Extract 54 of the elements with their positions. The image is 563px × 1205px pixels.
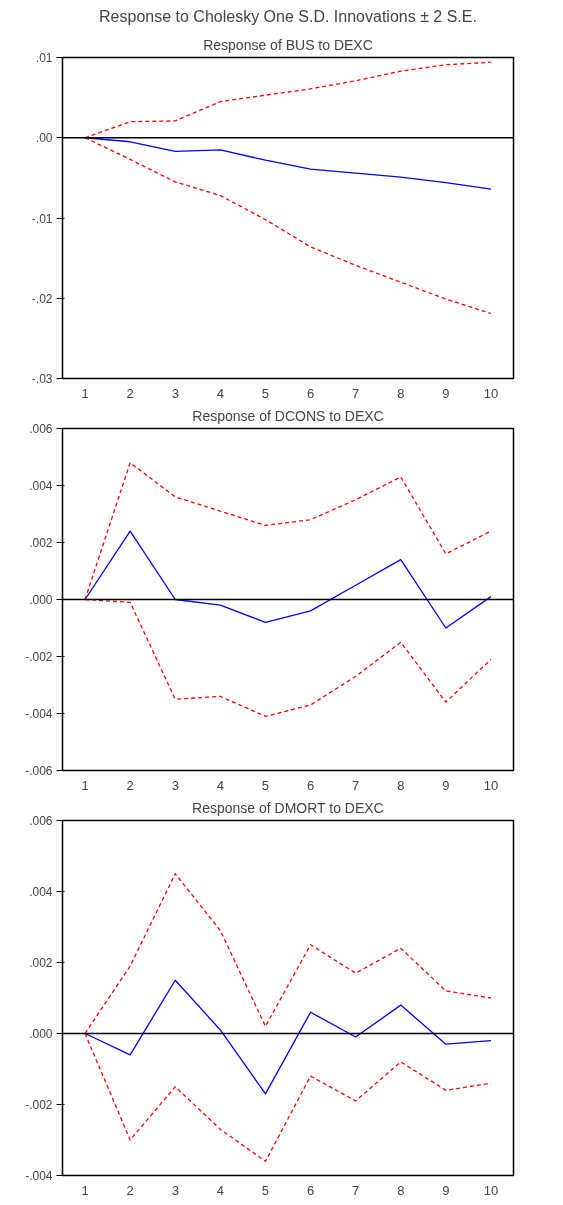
x-tick-label: 3	[171, 777, 179, 793]
x-tick-label: 7	[352, 777, 360, 793]
y-tick-label: -.002	[25, 1098, 53, 1112]
x-tick-label: 5	[261, 385, 270, 401]
y-tick-label: -.002	[25, 650, 53, 664]
x-tick-label: 1	[81, 1182, 89, 1198]
chart-title: Response of DCONS to DEXC	[192, 407, 384, 424]
y-tick-label: .002	[29, 956, 53, 970]
x-tick-label: 5	[261, 777, 270, 793]
y-tick-label: .006	[29, 422, 53, 436]
chart-title: Response of BUS to DEXC	[203, 36, 373, 53]
y-tick-label: .006	[29, 814, 53, 828]
y-tick-label: .000	[29, 593, 53, 607]
y-tick-label: -.01	[31, 211, 53, 226]
x-tick-label: 8	[397, 777, 405, 793]
y-tick-label: -.004	[25, 1169, 53, 1183]
y-tick-label: .000	[29, 1027, 53, 1041]
x-tick-label: 5	[261, 1182, 270, 1198]
x-tick-label: 6	[306, 1182, 315, 1198]
y-tick-label: .004	[29, 479, 53, 493]
x-tick-label: 8	[397, 1182, 405, 1198]
y-tick-label: .004	[29, 885, 53, 899]
line-series	[84, 979, 492, 1095]
x-tick-label: 3	[171, 385, 179, 401]
x-tick-label: 10	[483, 777, 499, 793]
x-tick-label: 8	[397, 385, 405, 401]
x-tick-label: 9	[442, 1182, 450, 1198]
x-tick-label: 9	[442, 385, 450, 401]
chart-title: Response of DMORT to DEXC	[192, 799, 384, 816]
y-tick-label: -.02	[31, 291, 53, 306]
x-tick-label: 4	[216, 385, 224, 401]
x-tick-label: 1	[81, 385, 89, 401]
y-tick-label: .01	[35, 51, 53, 65]
y-tick-label: -.006	[25, 764, 53, 778]
x-tick-label: 10	[483, 385, 499, 401]
text: Response to Cholesky One S.D. Innovations ± 2 S.E.	[99, 7, 477, 25]
line-series	[84, 530, 492, 629]
x-tick-label: 7	[352, 1182, 360, 1198]
x-tick-label: 6	[306, 385, 315, 401]
x-tick-label: 9	[442, 777, 450, 793]
y-tick-label: -.03	[31, 372, 53, 386]
x-tick-label: 6	[306, 777, 315, 793]
y-tick-label: -.004	[25, 707, 53, 721]
x-tick-label: 2	[126, 385, 134, 401]
x-tick-label: 2	[126, 777, 134, 793]
y-tick-label: .00	[35, 131, 53, 146]
x-tick-label: 1	[81, 777, 89, 793]
x-tick-label: 3	[171, 1182, 179, 1198]
x-tick-label: 10	[483, 1182, 499, 1198]
x-tick-label: 4	[216, 1182, 224, 1198]
y-tick-label: .002	[29, 536, 53, 550]
x-tick-label: 7	[352, 385, 360, 401]
x-tick-label: 4	[216, 777, 224, 793]
x-tick-label: 2	[126, 1182, 134, 1198]
